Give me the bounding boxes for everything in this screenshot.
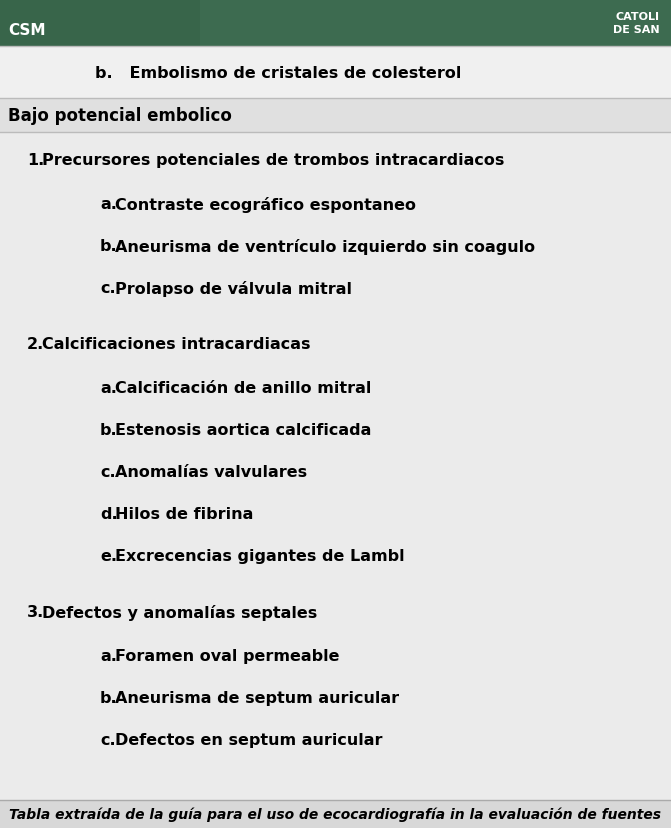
Bar: [0, 0, 200, 47]
Text: Excrecencias gigantes de Lambl: Excrecencias gigantes de Lambl: [115, 548, 405, 563]
Text: b.   Embolismo de cristales de colesterol: b. Embolismo de cristales de colesterol: [95, 65, 462, 80]
Text: Aneurisma de septum auricular: Aneurisma de septum auricular: [115, 691, 399, 705]
Text: c.: c.: [100, 281, 115, 296]
Text: a.: a.: [100, 648, 117, 663]
Text: Calcificaciones intracardiacas: Calcificaciones intracardiacas: [42, 337, 311, 352]
Text: 2.: 2.: [27, 337, 44, 352]
Text: Anomalías valvulares: Anomalías valvulares: [115, 465, 307, 479]
Bar: [0, 0, 671, 47]
Text: Contraste ecográfico espontaneo: Contraste ecográfico espontaneo: [115, 197, 416, 213]
Text: Defectos en septum auricular: Defectos en septum auricular: [115, 732, 382, 747]
Text: a.: a.: [100, 197, 117, 212]
Bar: [0, 800, 671, 828]
Text: c.: c.: [100, 465, 115, 479]
Bar: [0, 47, 671, 99]
Text: CATOLI
DE SAN: CATOLI DE SAN: [613, 12, 660, 35]
Text: Estenosis aortica calcificada: Estenosis aortica calcificada: [115, 422, 371, 437]
Text: Hilos de fibrina: Hilos de fibrina: [115, 507, 254, 522]
Text: d.: d.: [100, 507, 117, 522]
Text: b.: b.: [100, 422, 117, 437]
Text: e.: e.: [100, 548, 117, 563]
Text: Aneurisma de ventrículo izquierdo sin coagulo: Aneurisma de ventrículo izquierdo sin co…: [115, 238, 535, 255]
Text: 3.: 3.: [27, 604, 44, 619]
Text: Prolapso de válvula mitral: Prolapso de válvula mitral: [115, 281, 352, 296]
Bar: [0, 99, 671, 132]
Bar: [0, 132, 671, 800]
Text: Foramen oval permeable: Foramen oval permeable: [115, 648, 340, 663]
Text: 1.: 1.: [27, 153, 44, 168]
Text: Defectos y anomalías septales: Defectos y anomalías septales: [42, 604, 317, 620]
Text: CSM: CSM: [8, 23, 46, 38]
Text: Tabla extraída de la guía para el uso de ecocardiografía in la evaluación de fue: Tabla extraída de la guía para el uso de…: [9, 806, 661, 821]
Text: b.: b.: [100, 691, 117, 705]
Text: Calcificación de anillo mitral: Calcificación de anillo mitral: [115, 381, 371, 396]
Text: b.: b.: [100, 238, 117, 253]
Text: c.: c.: [100, 732, 115, 747]
Text: a.: a.: [100, 381, 117, 396]
Text: Bajo potencial embolico: Bajo potencial embolico: [8, 107, 232, 125]
Text: Precursores potenciales de trombos intracardiacos: Precursores potenciales de trombos intra…: [42, 153, 505, 168]
